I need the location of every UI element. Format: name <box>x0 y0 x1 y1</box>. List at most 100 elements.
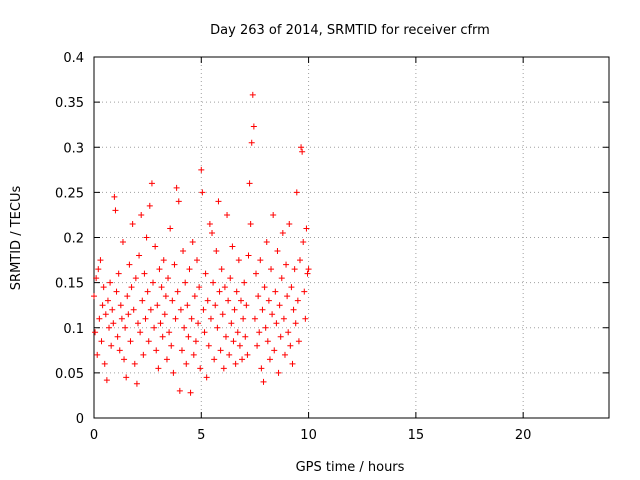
data-point <box>91 293 97 300</box>
data-point <box>273 320 280 327</box>
data-point <box>96 315 103 322</box>
data-point <box>106 324 113 331</box>
data-point <box>163 356 170 363</box>
data-point <box>125 311 132 318</box>
data-point <box>210 279 217 286</box>
data-point <box>171 261 178 268</box>
data-point <box>201 329 208 336</box>
data-point <box>92 329 99 336</box>
data-point <box>285 329 292 336</box>
data-point <box>165 275 172 282</box>
data-point <box>279 229 286 236</box>
y-tick-label: 0.4 <box>63 51 84 66</box>
data-point <box>297 257 303 264</box>
data-point <box>130 306 137 313</box>
data-point <box>113 288 120 295</box>
data-point <box>207 315 214 322</box>
data-point <box>186 266 193 273</box>
x-tick-label: 15 <box>408 428 425 443</box>
data-point <box>161 311 168 318</box>
data-point <box>234 329 241 336</box>
data-point <box>176 387 183 394</box>
data-point <box>287 342 294 349</box>
data-point <box>124 293 131 300</box>
data-point <box>250 123 257 130</box>
data-point <box>158 284 165 291</box>
data-point <box>275 369 282 376</box>
data-point <box>173 184 180 191</box>
data-point <box>126 261 133 268</box>
data-point <box>117 302 124 309</box>
data-point <box>170 369 177 376</box>
data-point <box>216 288 223 295</box>
data-point <box>203 374 210 381</box>
data-point <box>192 338 199 345</box>
data-point <box>183 360 190 367</box>
data-point <box>168 342 175 349</box>
data-point <box>150 279 157 286</box>
data-point <box>177 306 184 313</box>
data-point <box>214 324 221 331</box>
data-point <box>253 270 260 277</box>
data-point <box>254 342 261 349</box>
data-point <box>221 284 228 291</box>
data-point <box>128 284 135 291</box>
data-point <box>220 365 227 372</box>
data-point <box>213 248 220 255</box>
data-point <box>304 270 311 277</box>
data-point <box>283 261 290 268</box>
data-point <box>212 302 219 309</box>
data-point <box>115 270 122 277</box>
x-tick-label: 5 <box>197 428 205 443</box>
data-point <box>119 239 126 246</box>
data-point <box>159 333 166 340</box>
data-point <box>132 275 139 282</box>
data-point <box>102 311 109 318</box>
data-point <box>141 270 148 277</box>
data-point <box>240 315 247 322</box>
data-point <box>169 297 176 304</box>
y-tick-label: 0 <box>76 412 84 427</box>
data-point <box>272 288 279 295</box>
data-point <box>244 351 251 358</box>
data-point <box>151 324 158 331</box>
data-point <box>257 257 264 264</box>
data-point <box>299 148 306 155</box>
data-point <box>188 315 195 322</box>
data-point <box>237 297 244 304</box>
data-point <box>293 189 300 196</box>
data-point <box>206 220 213 227</box>
data-point <box>226 351 233 358</box>
data-point <box>196 284 203 291</box>
data-point <box>229 243 236 250</box>
data-point <box>205 342 212 349</box>
data-point <box>107 279 114 286</box>
data-point <box>202 270 209 277</box>
data-point <box>276 302 283 309</box>
grid-lines <box>94 57 609 418</box>
data-point <box>233 288 240 295</box>
data-point <box>95 266 102 273</box>
data-point <box>295 338 302 345</box>
data-point <box>259 306 266 313</box>
data-point <box>139 297 146 304</box>
data-point <box>242 333 249 340</box>
data-point <box>286 220 293 227</box>
data-point <box>247 220 254 227</box>
data-point <box>198 166 205 173</box>
data-point <box>284 293 291 300</box>
data-point <box>154 302 161 309</box>
data-point <box>166 329 173 336</box>
y-tick-label: 0.3 <box>63 141 84 156</box>
data-point <box>269 311 276 318</box>
data-point <box>129 220 136 227</box>
data-point <box>131 360 138 367</box>
y-tick-label: 0.35 <box>55 96 84 111</box>
data-point <box>305 266 312 273</box>
y-tick-label: 0.15 <box>55 277 84 292</box>
data-point <box>104 297 111 304</box>
data-point <box>245 252 252 259</box>
data-point <box>112 207 119 214</box>
data-point <box>109 306 116 313</box>
data-point <box>155 365 162 372</box>
